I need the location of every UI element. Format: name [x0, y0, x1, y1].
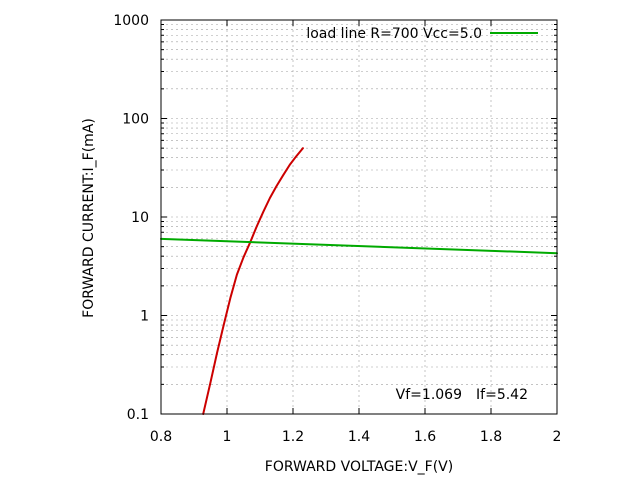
x-tick-label: 1.4	[348, 429, 370, 445]
x-tick-label: 1.6	[414, 429, 436, 445]
plot-frame	[160, 19, 558, 415]
x-tick-label: 1.2	[282, 429, 304, 445]
y-tick-label: 10	[131, 210, 149, 226]
series-line-load-line	[160, 237, 558, 255]
y-tick-labels: 0.1 1 10 100 1000	[113, 13, 149, 423]
series-layer	[160, 147, 558, 415]
x-tick-label: 0.8	[150, 429, 172, 445]
legend: load line R=700 Vcc=5.0	[306, 26, 538, 42]
x-tick-labels: 0.8 1 1.2 1.4 1.6 1.8 2	[150, 429, 562, 445]
grid-lines	[161, 20, 557, 414]
y-tick-label: 1000	[113, 13, 149, 29]
y-tick-label: 100	[122, 112, 149, 128]
y-tick-label: 1	[140, 309, 149, 325]
legend-label-load-line: load line R=700 Vcc=5.0	[306, 26, 482, 42]
annotation-vf: Vf=1.069	[396, 387, 462, 403]
x-tick-label: 1.8	[480, 429, 502, 445]
x-tick-label: 2	[553, 429, 562, 445]
series-line-diode-curve	[202, 147, 304, 415]
y-tick-label: 0.1	[127, 407, 149, 423]
annotation-if: If=5.42	[476, 387, 528, 403]
x-axis-title: FORWARD VOLTAGE:V_F(V)	[265, 459, 453, 475]
y-axis-title: FORWARD CURRENT:I_F(mA)	[81, 118, 97, 318]
x-tick-label: 1	[223, 429, 232, 445]
